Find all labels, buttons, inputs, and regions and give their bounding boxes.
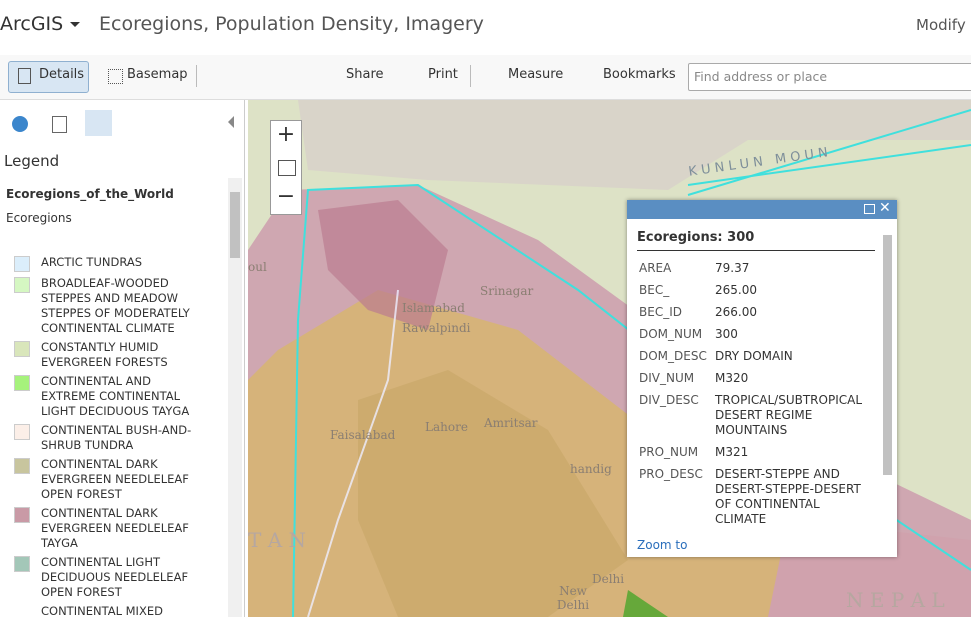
field-name: PRO_NUM: [639, 445, 699, 459]
field-value: DRY DOMAIN: [715, 349, 793, 363]
map-label: handig: [570, 462, 612, 476]
close-button[interactable]: ✕: [879, 200, 891, 216]
field-name: AREA: [639, 261, 672, 275]
field-value: 266.00: [715, 305, 757, 319]
content-tab[interactable]: [52, 116, 67, 133]
map-label: T A N: [248, 528, 306, 552]
details-icon: [18, 68, 31, 84]
print-button[interactable]: Print: [428, 67, 458, 82]
search-placeholder: Find address or place: [694, 69, 828, 84]
popup-bar: ✕: [627, 200, 897, 219]
legend-swatch: [14, 375, 30, 391]
zoom-controls: + −: [270, 120, 302, 215]
bookmarks-button[interactable]: Bookmarks: [603, 67, 676, 82]
map-label: Srinagar: [480, 284, 534, 298]
legend-label: CONTINENTAL LIGHT DECIDUOUS NEEDLELEAF O…: [41, 555, 189, 599]
map[interactable]: + − K U N L U N M O U N Srinagar Islamabad…: [248, 100, 971, 617]
field-value: 300: [715, 327, 738, 341]
field-name: BEC_ID: [639, 305, 682, 319]
search-box[interactable]: Find address or place: [688, 63, 971, 91]
legend-swatch: [14, 424, 30, 440]
details-button[interactable]: [8, 61, 89, 93]
zoom-in[interactable]: +: [276, 122, 296, 147]
basemap-icon: [108, 69, 123, 84]
map-label: Islamabad: [402, 301, 465, 315]
legend-swatch: [14, 256, 30, 272]
field-name: DOM_DESC: [639, 349, 707, 363]
field-name: DIV_DESC: [639, 393, 699, 407]
map-imagery: [248, 100, 971, 617]
modify-link[interactable]: Modify: [916, 16, 966, 34]
popup-title: Ecoregions: 300: [637, 230, 755, 245]
field-value: 79.37: [715, 261, 750, 275]
header: ArcGIS Ecoregions, Population Density, I…: [0, 0, 971, 50]
field-name: PRO_DESC: [639, 467, 703, 481]
field-name: BEC_: [639, 283, 670, 297]
layer-name: Ecoregions_of_the_World: [6, 187, 174, 201]
map-label: Delhi: [592, 572, 625, 586]
map-title: Ecoregions, Population Density, Imagery: [99, 13, 484, 35]
legend-swatch: [14, 341, 30, 357]
field-name: DIV_NUM: [639, 371, 695, 385]
about-tab[interactable]: [12, 116, 28, 132]
sublayer-name: Ecoregions: [6, 211, 72, 225]
maximize-button[interactable]: [864, 204, 875, 214]
map-label: New Delhi: [556, 584, 590, 612]
collapse-button[interactable]: [228, 116, 234, 128]
map-label: Amritsar: [484, 416, 538, 430]
field-value: M321: [715, 445, 749, 459]
legend-label: CONTINENTAL AND EXTREME CONTINENTAL LIGH…: [41, 374, 190, 418]
map-label: N E P A L: [846, 588, 945, 612]
scroll-thumb[interactable]: [230, 192, 240, 258]
legend-label: BROADLEAF-WOODED STEPPES AND MEADOW STEP…: [41, 276, 190, 335]
map-label: oul: [248, 260, 267, 274]
map-label: Faisalabad: [330, 428, 396, 442]
zoom-to-link[interactable]: Zoom to: [637, 538, 688, 552]
map-label: Lahore: [425, 420, 468, 434]
field-name: DOM_NUM: [639, 327, 703, 341]
popup-rule: [637, 250, 875, 251]
toolbar: Details Basemap Share Print Measure Book…: [0, 55, 971, 100]
sidebar: Legend Ecoregions_of_the_World Ecoregion…: [0, 100, 245, 618]
legend-label: CONTINENTAL MIXED: [41, 604, 163, 618]
share-button[interactable]: Share: [346, 67, 384, 82]
measure-button[interactable]: Measure: [508, 67, 564, 82]
legend-swatch: [14, 507, 30, 523]
basemap-button[interactable]: Basemap: [127, 67, 188, 82]
home-button[interactable]: [278, 160, 296, 176]
brand-caret: [70, 22, 80, 27]
field-value: M320: [715, 371, 749, 385]
legend-label: ARCTIC TUNDRAS: [41, 255, 143, 269]
brand[interactable]: ArcGIS: [0, 13, 64, 35]
legend-swatch: [14, 458, 30, 474]
legend-label: CONSTANTLY HUMID EVERGREEN FORESTS: [41, 340, 168, 369]
legend-label: CONTINENTAL BUSH-AND-SHRUB TUNDRA: [41, 423, 192, 452]
map-label: Rawalpindi: [402, 321, 471, 335]
separator: [470, 65, 471, 87]
separator: [196, 65, 197, 87]
zoom-out[interactable]: −: [276, 184, 296, 209]
field-value: DESERT-STEPPE AND DESERT-STEPPE-DESERT O…: [715, 467, 861, 526]
legend-label: CONTINENTAL DARK EVERGREEN NEEDLELEAF TA…: [41, 506, 189, 550]
legend-swatch: [14, 277, 30, 293]
field-value: TROPICAL/SUBTROPICAL DESERT REGIME MOUNT…: [715, 393, 862, 437]
legend-heading: Legend: [4, 152, 60, 170]
scrollbar[interactable]: [228, 178, 242, 617]
legend-tab[interactable]: [85, 110, 112, 136]
field-value: 265.00: [715, 283, 757, 297]
legend-label: CONTINENTAL DARK EVERGREEN NEEDLELEAF OP…: [41, 457, 189, 501]
legend-swatch: [14, 556, 30, 572]
popup: ✕ Ecoregions: 300 AREA 79.37 BEC_ 265.00 BEC…: [627, 200, 897, 557]
popup-scroll-thumb[interactable]: [883, 235, 892, 475]
details-label[interactable]: Details: [39, 67, 85, 82]
